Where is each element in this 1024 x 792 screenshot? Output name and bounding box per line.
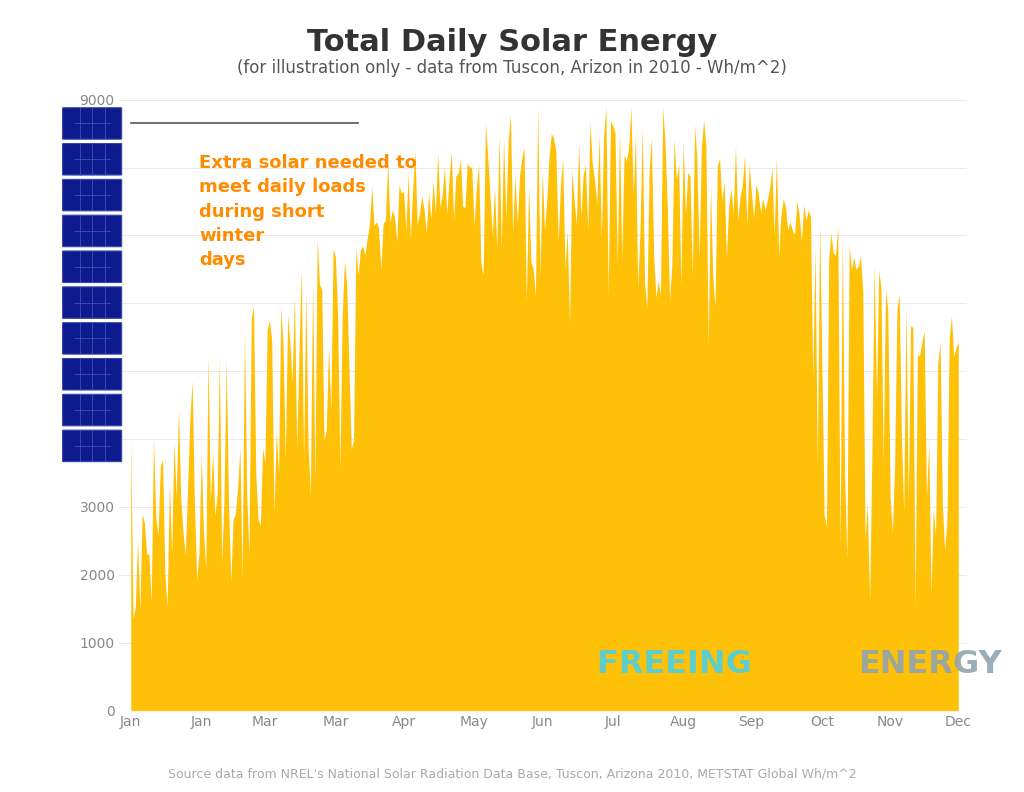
FancyBboxPatch shape (62, 251, 122, 283)
Text: ENERGY: ENERGY (858, 649, 1002, 680)
Text: FREEING: FREEING (597, 649, 763, 680)
Text: (for illustration only - data from Tuscon, Arizon in 2010 - Wh/m^2): (for illustration only - data from Tusco… (238, 59, 786, 78)
Text: Source data from NREL's National Solar Radiation Data Base, Tuscon, Arizona 2010: Source data from NREL's National Solar R… (168, 767, 856, 780)
FancyBboxPatch shape (62, 430, 122, 462)
FancyBboxPatch shape (62, 215, 122, 246)
FancyBboxPatch shape (62, 179, 122, 211)
FancyBboxPatch shape (62, 322, 122, 354)
Text: Total Daily Solar Energy: Total Daily Solar Energy (307, 28, 717, 57)
Text: Extra solar needed to
meet daily loads
during short
winter
days: Extra solar needed to meet daily loads d… (199, 154, 417, 269)
FancyBboxPatch shape (62, 287, 122, 318)
FancyBboxPatch shape (62, 394, 122, 426)
FancyBboxPatch shape (62, 108, 122, 139)
FancyBboxPatch shape (62, 359, 122, 390)
FancyBboxPatch shape (62, 143, 122, 175)
